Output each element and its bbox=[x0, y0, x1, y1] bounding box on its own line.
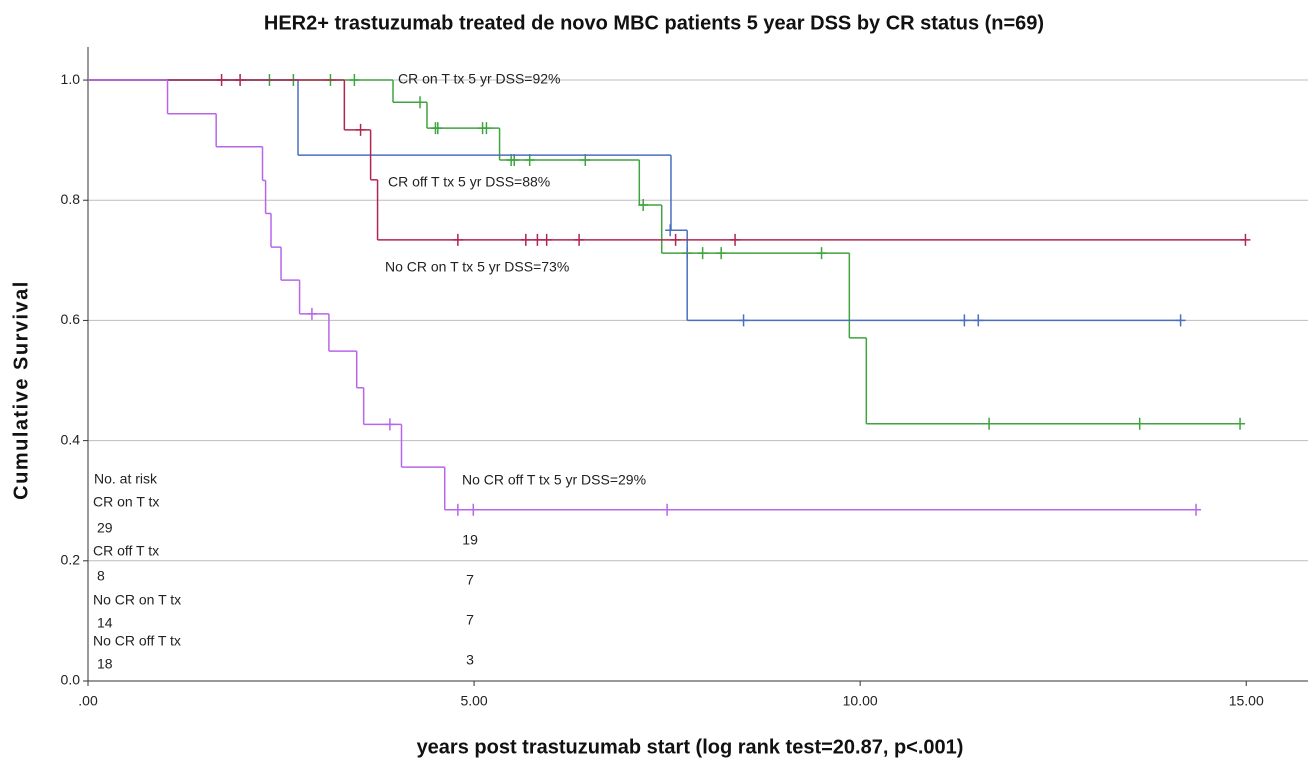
censor-mark bbox=[665, 224, 676, 237]
risk-group: CR off T tx bbox=[93, 543, 159, 559]
censor-mark bbox=[235, 74, 246, 87]
censor-mark bbox=[306, 307, 317, 320]
censor-mark bbox=[415, 96, 426, 109]
risk-table-title: No. at risk bbox=[94, 471, 158, 487]
censor-mark bbox=[738, 314, 749, 327]
y-tick-label: 1.0 bbox=[61, 71, 81, 87]
x-tick-label: 5.00 bbox=[460, 693, 487, 709]
censor-mark bbox=[984, 417, 995, 430]
censor-mark bbox=[662, 503, 673, 516]
censor-mark bbox=[432, 122, 443, 135]
censor-mark bbox=[1191, 503, 1202, 516]
censor-mark bbox=[452, 503, 463, 516]
risk-count: 29 bbox=[97, 520, 113, 536]
censor-mark bbox=[697, 247, 708, 260]
censor-mark bbox=[509, 153, 520, 166]
chart-title: HER2+ trastuzumab treated de novo MBC pa… bbox=[264, 12, 1044, 34]
y-tick-label: 0.0 bbox=[61, 672, 81, 688]
risk-count: 19 bbox=[462, 532, 478, 548]
censor-mark bbox=[216, 74, 227, 87]
y-tick-label: 0.2 bbox=[61, 552, 81, 568]
risk-count: 7 bbox=[466, 612, 474, 628]
censor-mark bbox=[349, 74, 360, 87]
censor-mark bbox=[574, 233, 585, 246]
censor-mark bbox=[355, 123, 366, 136]
censor-mark bbox=[1240, 233, 1251, 246]
censor-mark bbox=[1175, 314, 1186, 327]
y-tick-label: 0.6 bbox=[61, 311, 81, 327]
censor-mark bbox=[1134, 417, 1145, 430]
x-tick-label: .00 bbox=[78, 693, 98, 709]
censor-mark bbox=[716, 247, 727, 260]
risk-count: 8 bbox=[97, 568, 105, 584]
censor-mark bbox=[670, 233, 681, 246]
risk-group: No CR on T tx bbox=[93, 592, 181, 608]
censor-mark bbox=[1235, 417, 1246, 430]
risk-count: 14 bbox=[97, 615, 113, 631]
x-tick-label: 15.00 bbox=[1229, 693, 1264, 709]
annotation: CR on T tx 5 yr DSS=92% bbox=[398, 71, 561, 87]
censor-mark bbox=[541, 233, 552, 246]
risk-count: 18 bbox=[97, 656, 113, 672]
y-axis-label: Cumulative Survival bbox=[10, 280, 32, 500]
risk-count: 7 bbox=[466, 572, 474, 588]
x-axis-label: years post trastuzumab start (log rank t… bbox=[417, 736, 964, 758]
censor-mark bbox=[959, 314, 970, 327]
x-tick-label: 10.00 bbox=[843, 693, 878, 709]
annotation: No CR off T tx 5 yr DSS=29% bbox=[462, 472, 646, 488]
annotation: No CR on T tx 5 yr DSS=73% bbox=[385, 259, 569, 275]
censor-mark bbox=[638, 199, 649, 212]
censor-mark bbox=[468, 503, 479, 516]
risk-count: 3 bbox=[466, 652, 474, 668]
censor-mark bbox=[452, 233, 463, 246]
censor-mark bbox=[524, 153, 535, 166]
risk-group: No CR off T tx bbox=[93, 633, 181, 649]
annotation: CR off T tx 5 yr DSS=88% bbox=[388, 174, 550, 190]
risk-group: CR on T tx bbox=[93, 494, 159, 510]
y-tick-label: 0.8 bbox=[61, 191, 81, 207]
censor-mark bbox=[481, 122, 492, 135]
censor-mark bbox=[973, 314, 984, 327]
censor-mark bbox=[580, 153, 591, 166]
censor-mark bbox=[730, 233, 741, 246]
censor-mark bbox=[532, 233, 543, 246]
censor-mark bbox=[384, 418, 395, 431]
censor-mark bbox=[520, 233, 531, 246]
censor-mark bbox=[816, 247, 827, 260]
y-tick-label: 0.4 bbox=[61, 431, 81, 447]
